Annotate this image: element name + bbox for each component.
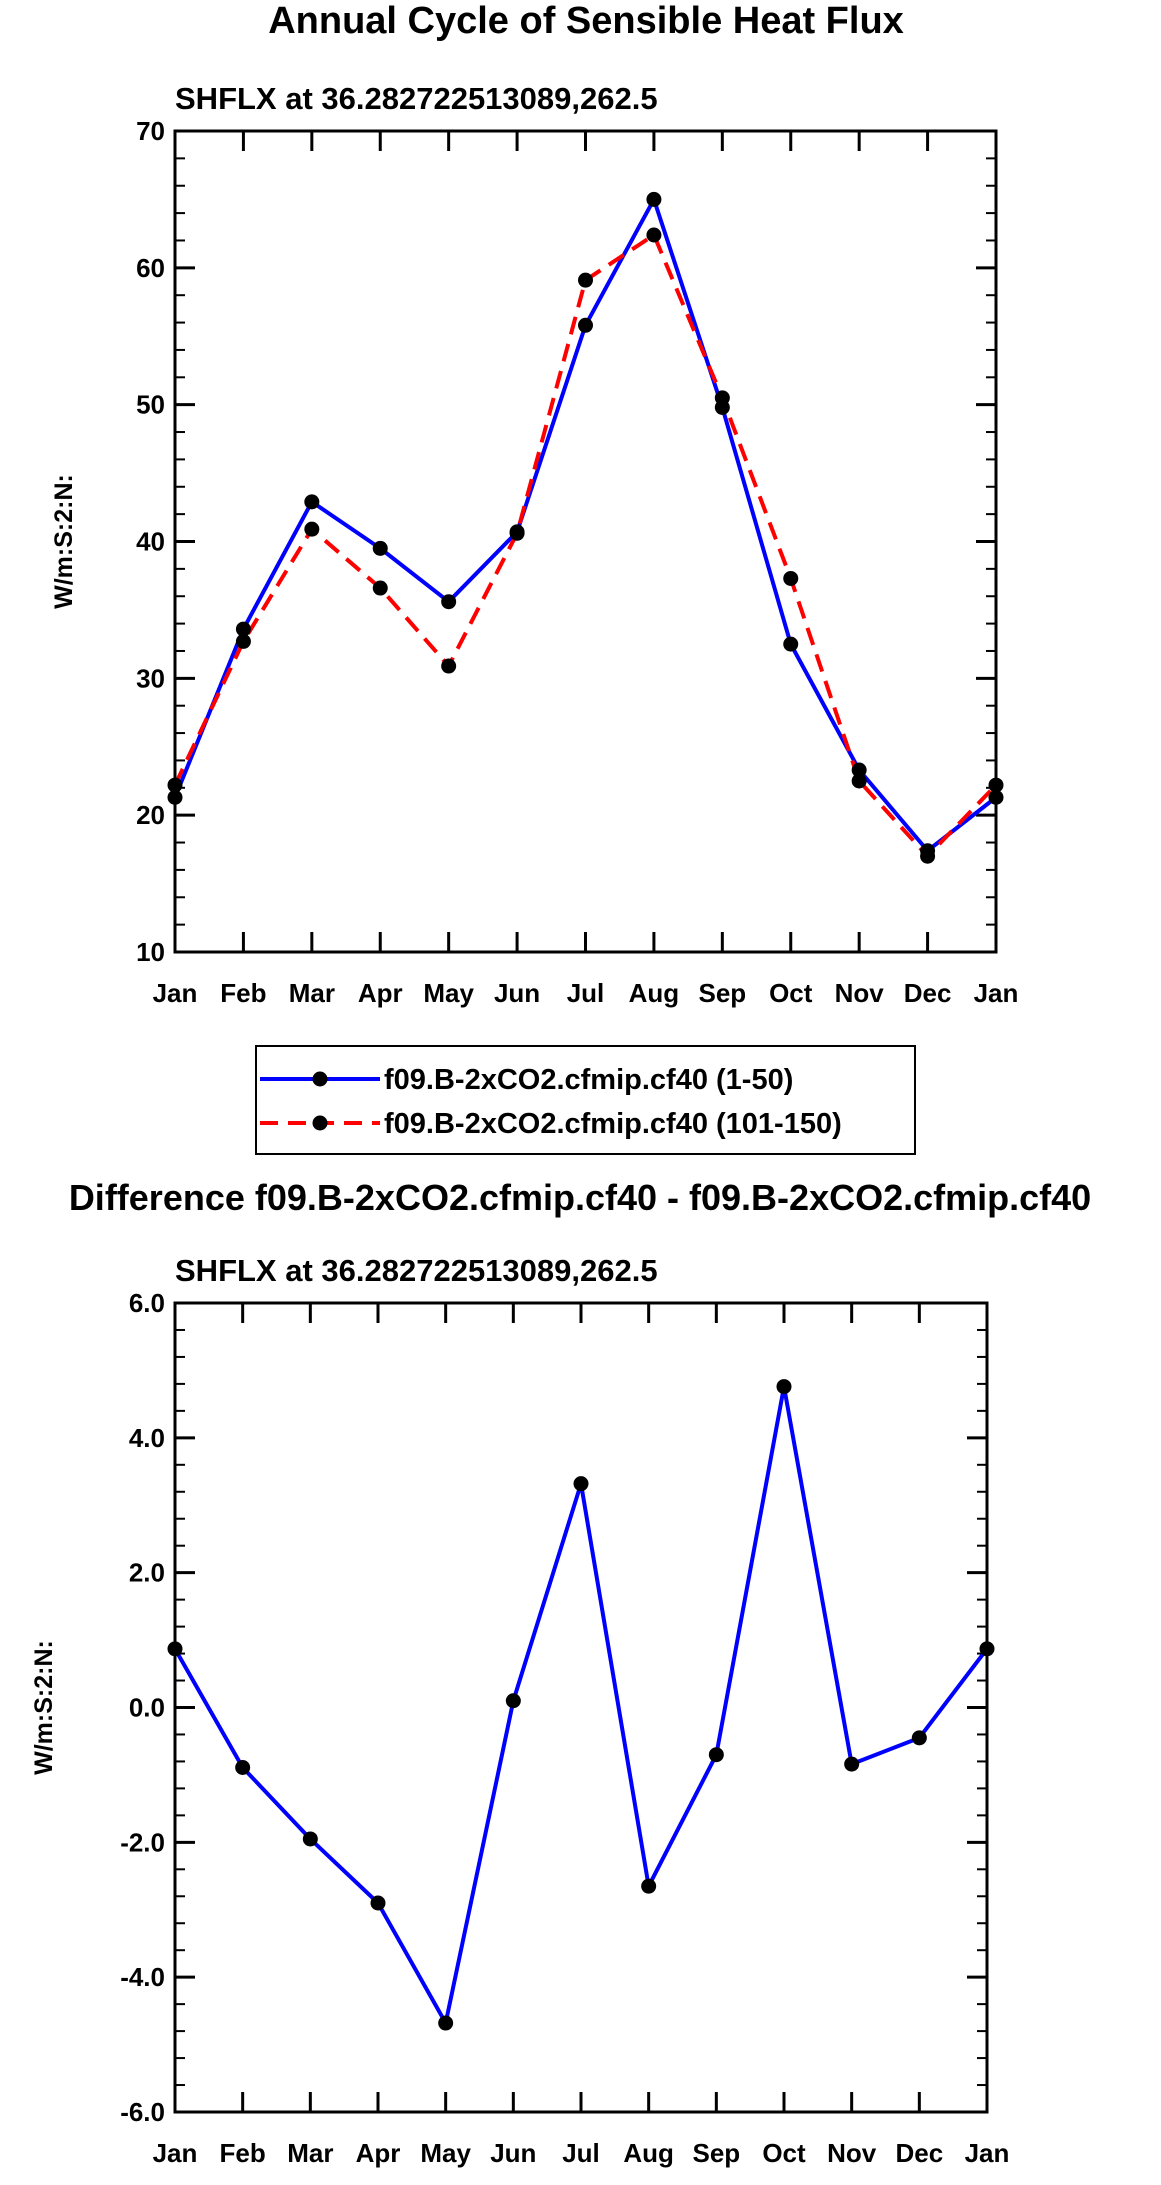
legend-marker: [312, 1115, 328, 1131]
data-point: [372, 580, 388, 596]
data-point: [776, 1379, 792, 1395]
x-tick-label: Oct: [769, 978, 813, 1008]
data-point: [578, 272, 593, 288]
chart-subtitle: SHFLX at 36.282722513089,262.5: [175, 81, 658, 116]
series-line: [173, 197, 998, 853]
x-tick-label: Feb: [220, 2138, 266, 2168]
data-point: [235, 633, 251, 649]
data-point: [920, 848, 936, 864]
data-point: [911, 1730, 927, 1746]
x-tick-label: Oct: [762, 2138, 806, 2168]
y-tick-label: 70: [136, 116, 165, 146]
data-point: [167, 777, 183, 793]
data-point: [441, 658, 457, 674]
y-axis-label: W/m:S:2:N:: [50, 474, 78, 609]
data-point: [844, 1756, 860, 1772]
data-point: [372, 540, 388, 556]
x-tick-label: Dec: [904, 978, 952, 1008]
data-point: [988, 789, 1004, 805]
data-point: [441, 594, 457, 610]
x-tick-label: May: [420, 2138, 471, 2168]
data-point: [783, 636, 799, 652]
x-tick-label: Nov: [827, 2138, 877, 2168]
x-tick-label: Jul: [562, 2138, 600, 2168]
x-tick-label: Nov: [835, 978, 885, 1008]
data-point: [783, 570, 799, 586]
data-point: [167, 789, 183, 805]
data-point: [509, 525, 525, 541]
chart-subtitle: SHFLX at 36.282722513089,262.5: [175, 1253, 658, 1288]
x-tick-label: Jan: [153, 2138, 198, 2168]
x-tick-label: Feb: [220, 978, 266, 1008]
x-tick-label: Sep: [698, 978, 746, 1008]
data-point: [578, 317, 593, 333]
x-tick-label: Apr: [356, 2138, 401, 2168]
y-tick-label: 60: [136, 253, 165, 283]
y-tick-label: 20: [136, 800, 165, 830]
y-tick-label: -4.0: [120, 1962, 165, 1992]
y-tick-label: 0.0: [129, 1693, 165, 1723]
chart-2: SHFLX at 36.282722513089,262.5 W/m:S:2:N:…: [30, 1253, 1009, 2168]
y-tick-label: 6.0: [129, 1288, 165, 1318]
legend-marker: [312, 1071, 328, 1087]
x-tick-label: Jul: [567, 978, 605, 1008]
y-tick-label: 2.0: [129, 1558, 165, 1588]
data-point: [641, 1878, 657, 1894]
x-tick-label: May: [423, 978, 474, 1008]
data-point: [851, 762, 867, 778]
x-tick-label: Jan: [974, 978, 1019, 1008]
data-point: [851, 773, 867, 789]
y-tick-label: 10: [136, 937, 165, 967]
y-tick-label: -6.0: [120, 2097, 165, 2127]
legend-label: f09.B-2xCO2.cfmip.cf40 (1-50): [384, 1064, 793, 1096]
data-point: [714, 390, 730, 406]
x-tick-label: Jun: [494, 978, 540, 1008]
data-point: [235, 621, 251, 637]
data-point: [988, 777, 1004, 793]
x-tick-label: Apr: [358, 978, 403, 1008]
x-tick-label: Jun: [490, 2138, 536, 2168]
data-point: [167, 1641, 183, 1657]
plot-frame: [173, 1301, 989, 2114]
x-tick-label: Jan: [153, 978, 198, 1008]
y-tick-label: 30: [136, 663, 165, 693]
x-tick-label: Mar: [287, 2138, 333, 2168]
legend: f09.B-2xCO2.cfmip.cf40 (1-50) f09.B-2xCO2…: [255, 1045, 916, 1155]
difference-title: Difference f09.B-2xCO2.cfmip.cf40 - f09.…: [69, 1177, 1091, 1218]
data-point: [302, 1831, 318, 1847]
data-point: [573, 1476, 589, 1492]
data-point: [646, 227, 662, 243]
y-tick-label: 40: [136, 527, 165, 557]
y-axis-label: W/m:S:2:N:: [30, 1640, 58, 1775]
data-point: [304, 521, 320, 537]
x-tick-label: Dec: [895, 2138, 943, 2168]
data-point: [438, 2015, 454, 2031]
data-point: [370, 1895, 386, 1911]
data-point: [505, 1693, 521, 1709]
x-tick-label: Mar: [289, 978, 335, 1008]
data-point: [646, 191, 662, 207]
x-tick-label: Aug: [629, 978, 680, 1008]
x-tick-label: Sep: [692, 2138, 740, 2168]
data-point: [979, 1641, 995, 1657]
chart-1: SHFLX at 36.282722513089,262.5 W/m:S:2:N:…: [50, 81, 1018, 1008]
data-point: [304, 494, 320, 510]
x-tick-label: Jan: [965, 2138, 1010, 2168]
x-tick-label: Aug: [623, 2138, 674, 2168]
data-point: [235, 1760, 251, 1776]
y-tick-label: 4.0: [129, 1423, 165, 1453]
data-point: [708, 1747, 724, 1763]
legend-label: f09.B-2xCO2.cfmip.cf40 (101-150): [384, 1108, 842, 1140]
legend-box: [255, 1045, 916, 1155]
main-title: Annual Cycle of Sensible Heat Flux: [268, 0, 904, 42]
plot-frame: [173, 129, 998, 954]
y-tick-label: -2.0: [120, 1827, 165, 1857]
y-tick-label: 50: [136, 390, 165, 420]
